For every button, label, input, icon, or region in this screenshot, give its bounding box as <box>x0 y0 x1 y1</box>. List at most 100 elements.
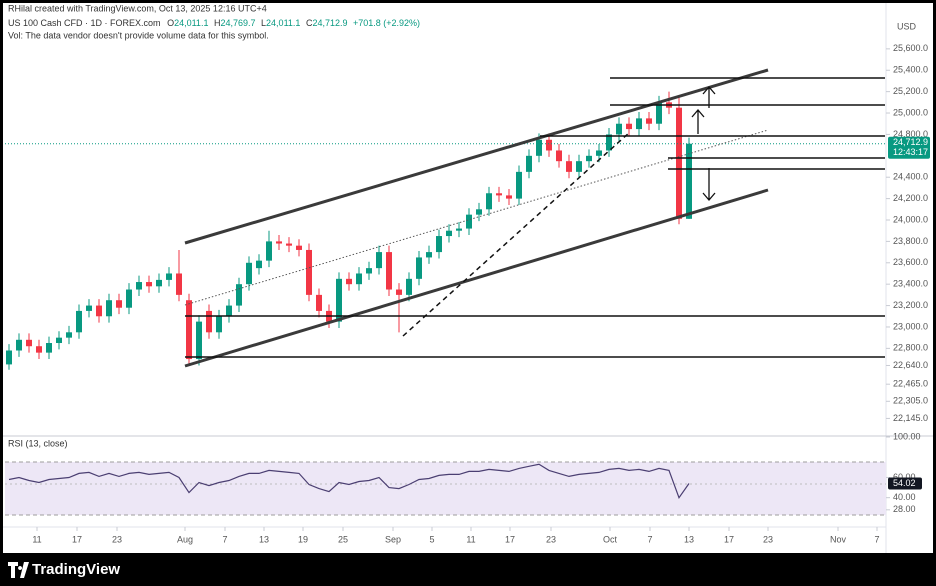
candle-body <box>596 150 602 156</box>
rsi-tick-label: 60.00 <box>893 472 916 482</box>
x-tick-label: Oct <box>603 534 618 544</box>
y-tick-label: 23,600.0 <box>893 257 928 267</box>
candle-body <box>336 278 342 322</box>
arrow-up <box>691 109 705 134</box>
candle-body <box>156 279 162 287</box>
candle-body <box>286 243 292 246</box>
candle-body <box>176 273 182 295</box>
candle-body <box>106 300 112 317</box>
x-tick-label: 13 <box>259 534 269 544</box>
candle-body <box>306 249 312 295</box>
x-tick-label: 11 <box>466 534 475 544</box>
trend-line-dashed <box>402 131 631 337</box>
x-tick-label: Sep <box>385 534 401 544</box>
candle-body <box>186 300 192 360</box>
candle-body <box>236 284 242 306</box>
credit: RHilal created with TradingView.com, Oct… <box>8 3 267 13</box>
chart-background <box>3 3 933 553</box>
y-tick-label: 23,200.0 <box>893 300 928 310</box>
ohlc-value: 24,769.7 <box>220 18 255 28</box>
candle-body <box>126 289 132 308</box>
x-tick-label: 11 <box>32 534 41 544</box>
rsi-title: RSI (13, close) <box>8 438 68 448</box>
rsi-tick-label: 28.00 <box>893 504 916 514</box>
y-tick-label: 24,800.0 <box>893 129 928 139</box>
candle-body <box>196 321 202 360</box>
x-tick-label: 23 <box>763 534 773 544</box>
x-tick-label: 17 <box>505 534 515 544</box>
candle-body <box>376 252 382 269</box>
volume-note: Vol: The data vendor doesn't provide vol… <box>8 30 269 40</box>
candle-body <box>576 161 582 172</box>
countdown: 12:43:17 <box>893 147 928 157</box>
ohlc-value: 24,011.1 <box>174 18 208 28</box>
x-tick-label: 17 <box>72 534 82 544</box>
candle-body <box>226 305 232 317</box>
ohlc-value: 24,712.9 <box>312 18 347 28</box>
candle-body <box>436 236 442 253</box>
last-price-badge <box>888 136 930 159</box>
y-tick-label: 22,145.0 <box>893 413 928 423</box>
candle-body <box>546 139 552 151</box>
candle-body <box>636 118 642 130</box>
x-tick-label: 23 <box>546 534 556 544</box>
channel-upper <box>184 68 769 245</box>
candle-body <box>246 262 252 285</box>
brand-logo <box>8 562 29 578</box>
arrow-down <box>702 168 716 201</box>
x-tick-label: 17 <box>724 534 734 544</box>
candle-body <box>76 310 82 333</box>
channel-lower <box>184 188 769 368</box>
x-tick-label: 7 <box>874 534 879 544</box>
x-tick-label: Aug <box>177 534 193 544</box>
candle-body <box>136 282 142 290</box>
drawings <box>184 68 885 368</box>
candle-body <box>6 350 12 365</box>
candle-body <box>46 343 52 353</box>
candle-body <box>456 228 462 231</box>
ohlc-key: C <box>306 18 313 28</box>
footer <box>0 553 936 586</box>
candle-body <box>426 252 432 258</box>
symbol: US 100 Cash CFD · 1D · FOREX.com <box>8 18 161 28</box>
y-tick-label: 22,305.0 <box>893 396 928 406</box>
candle-body <box>116 300 122 308</box>
y-tick-label: 24,200.0 <box>893 193 928 203</box>
x-tick-label: 19 <box>298 534 308 544</box>
candle-body <box>686 143 692 219</box>
candle-body <box>526 155 532 172</box>
y-tick-label: 23,000.0 <box>893 321 928 331</box>
x-tick-label: 5 <box>429 534 434 544</box>
change: +701.8 (+2.92%) <box>353 18 420 28</box>
x-tick-label: 13 <box>684 534 694 544</box>
candle-body <box>276 241 282 244</box>
candle-body <box>96 305 102 317</box>
candle-body <box>346 278 352 285</box>
candle-body <box>476 209 482 215</box>
candle-body <box>16 339 22 351</box>
candle-body <box>66 332 72 338</box>
x-tick-label: 7 <box>222 534 227 544</box>
x-tick-label: 7 <box>647 534 652 544</box>
y-tick-label: 23,400.0 <box>893 279 928 289</box>
candle-body <box>206 310 212 333</box>
ohlc-key: L <box>261 18 266 28</box>
candle-body <box>606 134 612 151</box>
y-tick-label: 23,800.0 <box>893 236 928 246</box>
candle-body <box>356 273 362 285</box>
candle-body <box>396 289 402 295</box>
rsi-band <box>5 462 886 515</box>
y-tick-label: 25,000.0 <box>893 107 928 117</box>
brand-name: TradingView <box>32 561 120 578</box>
symbol-line: US 100 Cash CFD · 1D · FOREX.com O24,011… <box>8 18 420 28</box>
rsi-tick-label: 40.00 <box>893 492 916 502</box>
candle-body <box>36 346 42 353</box>
candle-body <box>386 252 392 290</box>
candle-body <box>516 171 522 199</box>
candle-body <box>216 316 222 333</box>
ohlc-value: 24,011.1 <box>266 18 300 28</box>
candle-body <box>486 193 492 210</box>
y-tick-label: 24,000.0 <box>893 214 928 224</box>
y-tick-label: 25,200.0 <box>893 86 928 96</box>
